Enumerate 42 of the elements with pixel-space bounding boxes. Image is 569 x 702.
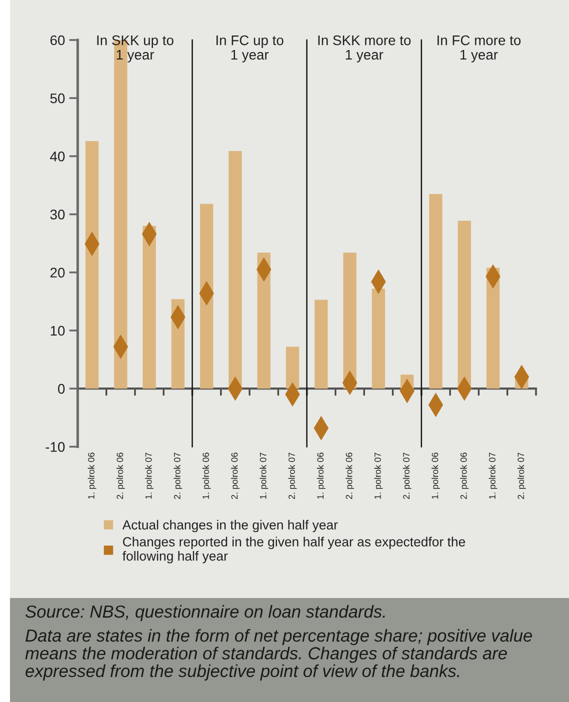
x-tick-label: 1. polrok 06 [202, 452, 211, 499]
x-tick-label: 1. polrok 07 [145, 452, 154, 499]
bar [286, 346, 300, 389]
x-tick-label: 2. polrok 06 [116, 452, 125, 499]
bar [372, 288, 386, 389]
y-tick-label: 40 [50, 152, 65, 162]
x-tick-label: 1. polrok 06 [432, 452, 440, 499]
x-tick-label: 1. polrok 07 [488, 452, 498, 499]
chart-title: In FC up to 1 year [216, 35, 284, 62]
chart-title: In FC more to 1 year [438, 35, 521, 62]
bar [343, 252, 356, 389]
y-tick-label: 30 [50, 210, 65, 220]
x-tick-label: 1. polrok 06 [88, 452, 96, 499]
bar [314, 300, 328, 389]
y-tick-label: -10 [46, 442, 65, 452]
chart-title: In SKK up to 1 year [97, 35, 174, 62]
x-tick-label: 2. polrok 07 [517, 452, 526, 499]
y-tick-label: 50 [50, 93, 65, 104]
x-tick-label: 1. polrok 07 [374, 452, 383, 499]
legend-label: Actual changes in the given half year [122, 520, 338, 532]
text: Data are states in the form of net percentage share; positive value means the moderation of standards. Changes of standards are expressed from the subjective point of view of the banks. [25, 629, 532, 681]
y-tick-label: 0 [58, 384, 65, 394]
y-tick-label: 20 [50, 268, 65, 278]
x-tick-label: 2. polrok 07 [402, 452, 412, 499]
y-tick-label: 10 [50, 326, 65, 336]
x-tick-label: 1. polrok 06 [316, 452, 326, 499]
x-tick-label: 1. polrok 07 [260, 452, 268, 499]
bar [200, 204, 214, 389]
bar [85, 141, 99, 389]
legend-label: Changes reported in the given half year as expectedfor the following half year [122, 536, 466, 564]
bar [142, 226, 156, 389]
bar [458, 220, 471, 389]
x-tick-label: 2. polrok 06 [231, 452, 240, 499]
x-tick-label: 2. polrok 06 [460, 452, 469, 499]
x-tick-label: 2. polrok 06 [346, 452, 354, 499]
source-note: Source: NBS, questionnaire on loan standards. [25, 605, 385, 622]
y-tick-label: 60 [50, 35, 65, 46]
chart-title: In SKK more to 1 year [318, 35, 411, 62]
x-tick-label: 2. polrok 07 [174, 452, 182, 499]
x-tick-label: 2. polrok 07 [288, 452, 297, 499]
bar [429, 194, 442, 389]
bar [228, 150, 242, 389]
